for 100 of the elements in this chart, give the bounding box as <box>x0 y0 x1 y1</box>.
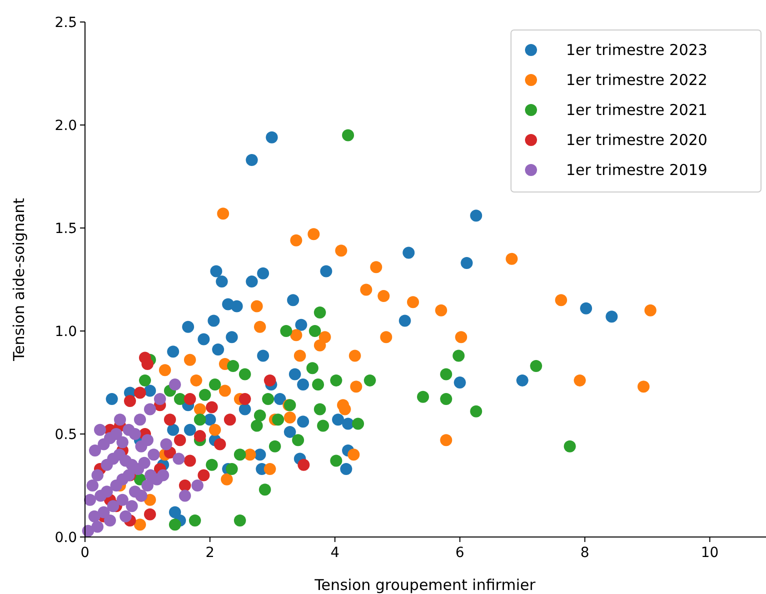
point <box>342 129 354 142</box>
point <box>246 276 258 288</box>
point <box>287 294 300 306</box>
point <box>164 414 176 426</box>
point <box>208 424 221 436</box>
point <box>194 430 206 442</box>
point <box>178 490 191 502</box>
point <box>141 480 154 492</box>
y-tick-label: 0.0 <box>54 530 77 546</box>
point <box>314 306 326 318</box>
legend-label: 1er trimestre 2022 <box>566 71 708 89</box>
point <box>208 378 221 391</box>
point <box>258 484 271 496</box>
point <box>284 426 296 438</box>
point <box>230 300 243 312</box>
point <box>308 325 321 337</box>
point <box>257 267 270 280</box>
point <box>292 434 304 446</box>
point <box>174 392 186 405</box>
point <box>206 401 218 414</box>
point <box>644 304 656 316</box>
point <box>470 210 482 222</box>
point <box>284 412 296 424</box>
point <box>167 424 180 436</box>
x-axis-title: Tension groupement infirmier <box>314 576 536 594</box>
point <box>317 420 330 432</box>
legend-label: 1er trimestre 2023 <box>566 41 708 59</box>
y-tick-label: 0.5 <box>54 427 77 443</box>
point <box>184 354 196 366</box>
point <box>440 434 452 446</box>
point <box>210 265 222 278</box>
point <box>134 386 146 399</box>
x-tick-label: 0 <box>80 545 90 561</box>
point <box>295 318 308 331</box>
point <box>178 480 191 492</box>
point <box>320 265 332 278</box>
point <box>160 438 172 450</box>
point <box>306 362 318 374</box>
point <box>330 454 342 467</box>
point <box>126 500 138 512</box>
point <box>84 494 96 506</box>
point <box>116 436 128 448</box>
point <box>264 374 276 386</box>
point <box>106 392 118 405</box>
legend-label: 1er trimestre 2020 <box>566 131 708 149</box>
point <box>452 350 465 362</box>
point <box>348 448 360 461</box>
point <box>190 374 202 386</box>
point <box>272 414 284 426</box>
point <box>290 234 302 246</box>
point <box>174 434 186 446</box>
point <box>238 403 251 416</box>
point <box>124 395 136 408</box>
point <box>440 392 452 405</box>
legend-label: 1er trimestre 2019 <box>566 161 708 179</box>
point <box>114 414 126 426</box>
point <box>314 339 326 352</box>
y-tick-label: 1.5 <box>54 221 77 237</box>
point <box>342 418 354 430</box>
y-tick-label: 2.5 <box>54 15 77 31</box>
x-tick-label: 4 <box>330 545 340 561</box>
point <box>194 403 206 416</box>
point <box>335 244 348 257</box>
point <box>435 304 448 316</box>
point <box>290 329 302 342</box>
point <box>91 469 104 482</box>
x-tick-label: 8 <box>580 545 590 561</box>
point <box>564 440 576 452</box>
point <box>167 346 180 358</box>
point <box>144 508 156 520</box>
point <box>184 454 196 467</box>
point <box>506 252 518 265</box>
point <box>154 392 166 405</box>
point <box>332 414 344 426</box>
x-tick-label: 6 <box>455 545 464 561</box>
point <box>208 314 220 327</box>
point <box>224 414 236 426</box>
point <box>226 463 238 476</box>
point <box>134 414 146 426</box>
point <box>184 424 196 436</box>
point <box>141 434 154 446</box>
point <box>250 420 263 432</box>
point <box>288 368 301 380</box>
point <box>460 257 473 270</box>
x-tick-label: 2 <box>205 545 214 561</box>
point <box>144 494 156 506</box>
point <box>266 131 278 144</box>
point <box>168 518 181 531</box>
point <box>128 428 141 440</box>
x-tick-label: 10 <box>700 545 719 561</box>
point <box>217 208 230 220</box>
point <box>264 463 276 476</box>
y-axis-title: Tension aide-soignant <box>10 198 28 362</box>
point <box>107 500 120 512</box>
point <box>194 414 206 426</box>
point <box>220 473 233 486</box>
point <box>606 310 618 323</box>
point <box>120 510 132 522</box>
point <box>340 463 352 476</box>
point <box>268 440 281 452</box>
